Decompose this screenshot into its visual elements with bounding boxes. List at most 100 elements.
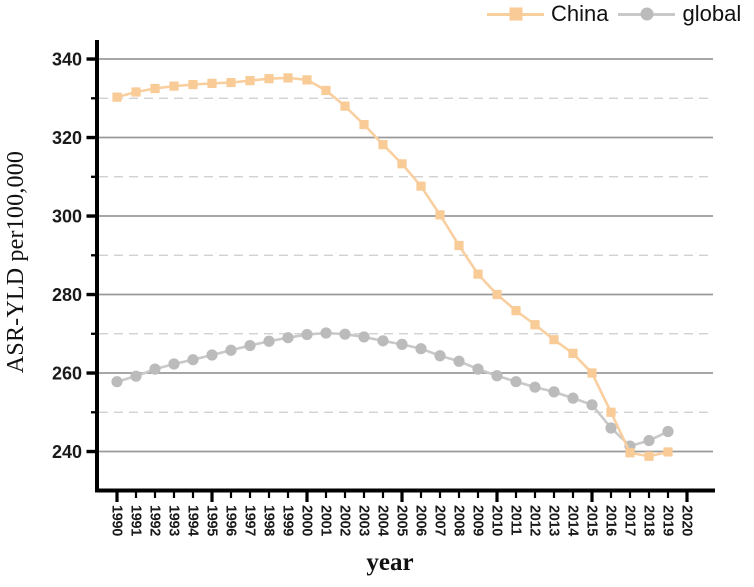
x-tick-label: 2010 xyxy=(489,505,505,536)
global-data-point xyxy=(415,343,427,355)
x-tick-label: 2003 xyxy=(356,505,372,536)
x-tick-label: 2013 xyxy=(546,505,562,536)
global-data-point xyxy=(225,344,237,356)
x-tick-label: 2009 xyxy=(470,505,486,536)
china-data-point xyxy=(245,76,255,86)
global-data-point xyxy=(567,392,579,404)
global-data-point xyxy=(605,422,617,434)
global-data-point xyxy=(662,425,674,438)
x-tick-label: 2011 xyxy=(508,505,524,535)
china-data-point xyxy=(188,79,198,90)
global-data-point xyxy=(301,328,313,341)
global-data-point xyxy=(510,376,522,388)
china-series xyxy=(112,73,673,461)
global-data-point xyxy=(491,370,503,382)
global-data-point xyxy=(548,386,560,398)
china-data-point xyxy=(473,269,483,279)
x-tick-label: 2008 xyxy=(451,505,467,536)
y-tick-label: 340 xyxy=(52,50,82,70)
china-data-point xyxy=(435,210,445,220)
x-tick-label: 2001 xyxy=(318,505,334,536)
china-data-point xyxy=(587,368,597,378)
china-data-point xyxy=(568,348,578,359)
legend-label-china: China xyxy=(551,1,609,26)
legend: China global xyxy=(487,1,741,27)
x-tick-label: 2006 xyxy=(413,505,429,536)
china-data-point xyxy=(378,140,388,150)
china-data-point xyxy=(549,335,559,345)
global-data-point xyxy=(206,349,218,361)
china-line xyxy=(116,76,669,458)
global-data-point xyxy=(320,327,332,339)
china-data-point xyxy=(454,240,464,251)
y-tick-label: 240 xyxy=(52,442,82,462)
x-tick-label: 2015 xyxy=(584,505,600,536)
china-data-point xyxy=(112,92,122,102)
axes xyxy=(86,40,715,493)
x-tick-label: 1990 xyxy=(109,505,125,536)
china-data-point xyxy=(131,87,141,97)
china-data-point xyxy=(264,74,274,84)
china-data-point xyxy=(530,320,540,330)
china-data-point xyxy=(492,289,502,300)
x-tick-label: 1994 xyxy=(185,505,201,536)
legend-item-china: China xyxy=(487,1,608,27)
china-data-point xyxy=(321,85,331,96)
x-tick-label: 2002 xyxy=(337,505,353,536)
global-line-sample xyxy=(618,7,676,21)
x-tick-label: 1997 xyxy=(242,505,258,536)
china-data-point xyxy=(169,81,179,91)
x-tick-label: 1999 xyxy=(280,505,296,536)
global-data-point xyxy=(263,335,275,347)
y-axis-title: ASR-YLD per100,000 xyxy=(3,150,29,374)
global-data-point xyxy=(149,363,161,375)
x-tick-label: 1993 xyxy=(166,505,182,536)
x-tick-label: 1992 xyxy=(147,505,163,536)
china-data-point xyxy=(359,119,369,130)
global-data-point xyxy=(586,399,598,411)
x-tick-label: 2018 xyxy=(641,505,657,536)
x-tick-labels: 1990 1991 1992 1993 1994 1995 1996 1997 1998 1999… xyxy=(109,492,695,536)
china-data-point xyxy=(511,306,521,316)
global-circle-marker-icon xyxy=(640,7,654,21)
x-tick-label: 2000 xyxy=(299,505,315,536)
global-data-point xyxy=(434,350,446,362)
x-tick-label: 1995 xyxy=(204,505,220,536)
china-data-point xyxy=(606,407,616,417)
y-tick-label: 280 xyxy=(52,285,82,305)
global-data-point xyxy=(130,370,142,382)
x-tick-label: 2007 xyxy=(432,505,448,536)
x-tick-label: 2020 xyxy=(679,505,695,536)
china-data-point xyxy=(416,181,426,191)
china-data-point xyxy=(625,448,635,458)
y-gridlines xyxy=(99,58,713,453)
x-tick-label: 2005 xyxy=(394,505,410,536)
global-data-point xyxy=(244,339,256,352)
china-data-point xyxy=(302,75,312,85)
legend-item-global: global xyxy=(618,1,741,27)
global-data-point xyxy=(339,328,351,340)
china-data-point xyxy=(226,77,236,88)
china-data-point xyxy=(644,451,654,461)
china-data-point xyxy=(283,73,293,83)
x-tick-label: 2004 xyxy=(375,505,391,536)
y-tick-label: 260 xyxy=(52,364,82,384)
global-data-point xyxy=(529,381,541,393)
global-data-point xyxy=(377,335,389,347)
global-data-point xyxy=(643,434,655,447)
x-tick-label: 2016 xyxy=(603,505,619,536)
y-tick-label: 300 xyxy=(52,207,82,227)
x-tick-label: 1991 xyxy=(128,505,144,536)
global-data-point xyxy=(358,331,370,343)
global-data-point xyxy=(472,363,484,375)
x-tick-label: 1996 xyxy=(223,505,239,536)
legend-label-global: global xyxy=(682,1,742,26)
global-data-point xyxy=(187,354,199,366)
china-line-sample xyxy=(487,7,544,21)
china-data-point xyxy=(150,83,160,94)
x-tick-label: 2014 xyxy=(565,505,581,536)
x-tick-label: 1998 xyxy=(261,505,277,536)
y-tick-label: 320 xyxy=(52,128,82,148)
